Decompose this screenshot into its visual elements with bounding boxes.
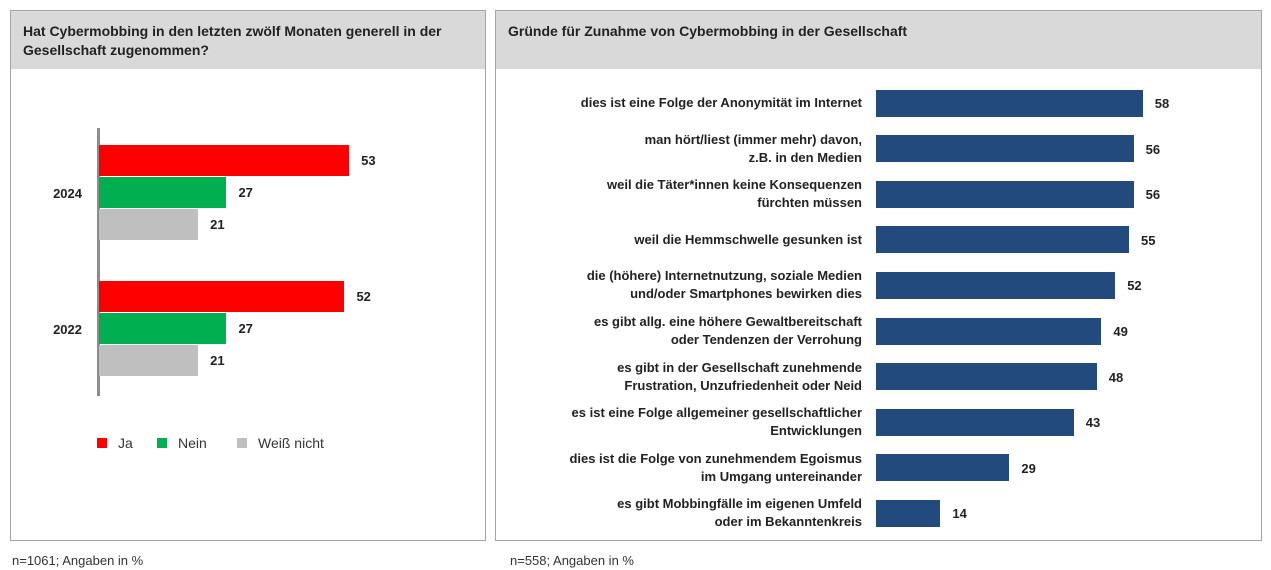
value-label: 21 — [210, 353, 225, 368]
axis-line — [97, 128, 100, 396]
bar — [99, 345, 199, 376]
value-label: 27 — [238, 321, 253, 336]
category-label: es ist eine Folge allgemeiner gesellscha… — [571, 405, 862, 439]
value-label: 56 — [1145, 141, 1161, 157]
bar — [876, 454, 1010, 482]
value-label: 56 — [1145, 187, 1161, 203]
bar — [876, 408, 1074, 436]
legend-swatch — [97, 438, 107, 448]
value-label: 27 — [238, 185, 253, 200]
legend-label: Ja — [118, 435, 133, 451]
category-label: weil die Hemmschwelle gesunken ist — [634, 231, 862, 247]
value-label: 52 — [1127, 278, 1142, 294]
legend-label: Weiß nicht — [258, 435, 324, 451]
footnote: n=1061; Angaben in % — [12, 553, 144, 568]
bar — [876, 317, 1102, 345]
bar — [99, 313, 227, 344]
category-label: es gibt in der Gesellschaft zunehmende F… — [617, 359, 862, 393]
bar — [876, 89, 1143, 117]
value-label: 21 — [210, 217, 225, 232]
value-label: 43 — [1085, 415, 1101, 431]
value-label: 58 — [1154, 96, 1170, 111]
bar — [876, 363, 1097, 391]
bar — [99, 145, 350, 176]
value-label: 48 — [1108, 369, 1124, 385]
value-label: 49 — [1113, 324, 1128, 339]
left-panel: Hat Cybermobbing in den letzten zwölf Mo… — [10, 10, 486, 541]
bar — [99, 281, 345, 312]
bar — [99, 177, 227, 208]
category-label: dies ist die Folge von zunehmendem Egois… — [569, 450, 862, 484]
value-label: 53 — [361, 153, 376, 168]
legend-swatch — [157, 438, 167, 448]
bar — [876, 226, 1129, 254]
category-label: es gibt allg. eine höhere Gewaltbereitsc… — [593, 314, 862, 347]
category-label: die (höhere) Internetnutzung, soziale Me… — [586, 268, 862, 302]
footnote: n=558; Angaben in % — [510, 553, 634, 568]
bar — [99, 209, 199, 240]
category-label: 2024 — [53, 186, 82, 201]
value-label: 14 — [952, 506, 967, 522]
category-label: 2022 — [53, 322, 82, 337]
value-label: 29 — [1021, 460, 1036, 476]
bar — [876, 271, 1116, 299]
value-label: 52 — [356, 289, 371, 304]
bar — [876, 499, 941, 527]
category-label: man hört/liest (immer mehr) davon, z.B. … — [644, 131, 862, 165]
bar — [876, 135, 1134, 163]
category-label: es gibt Mobbingfälle im eigenen Umfeld o… — [617, 496, 862, 530]
bar — [876, 180, 1134, 208]
legend-label: Nein — [178, 435, 207, 451]
value-label: 55 — [1141, 232, 1156, 248]
legend-swatch — [237, 438, 247, 448]
category-label: weil die Täter*innen keine Konsequenzen … — [606, 177, 862, 211]
category-label: dies ist eine Folge der Anonymität im In… — [580, 95, 862, 110]
chart-title: Hat Cybermobbing in den letzten zwölf Mo… — [11, 11, 485, 69]
chart-title: Gründe für Zunahme von Cybermobbing in d… — [496, 11, 1261, 69]
